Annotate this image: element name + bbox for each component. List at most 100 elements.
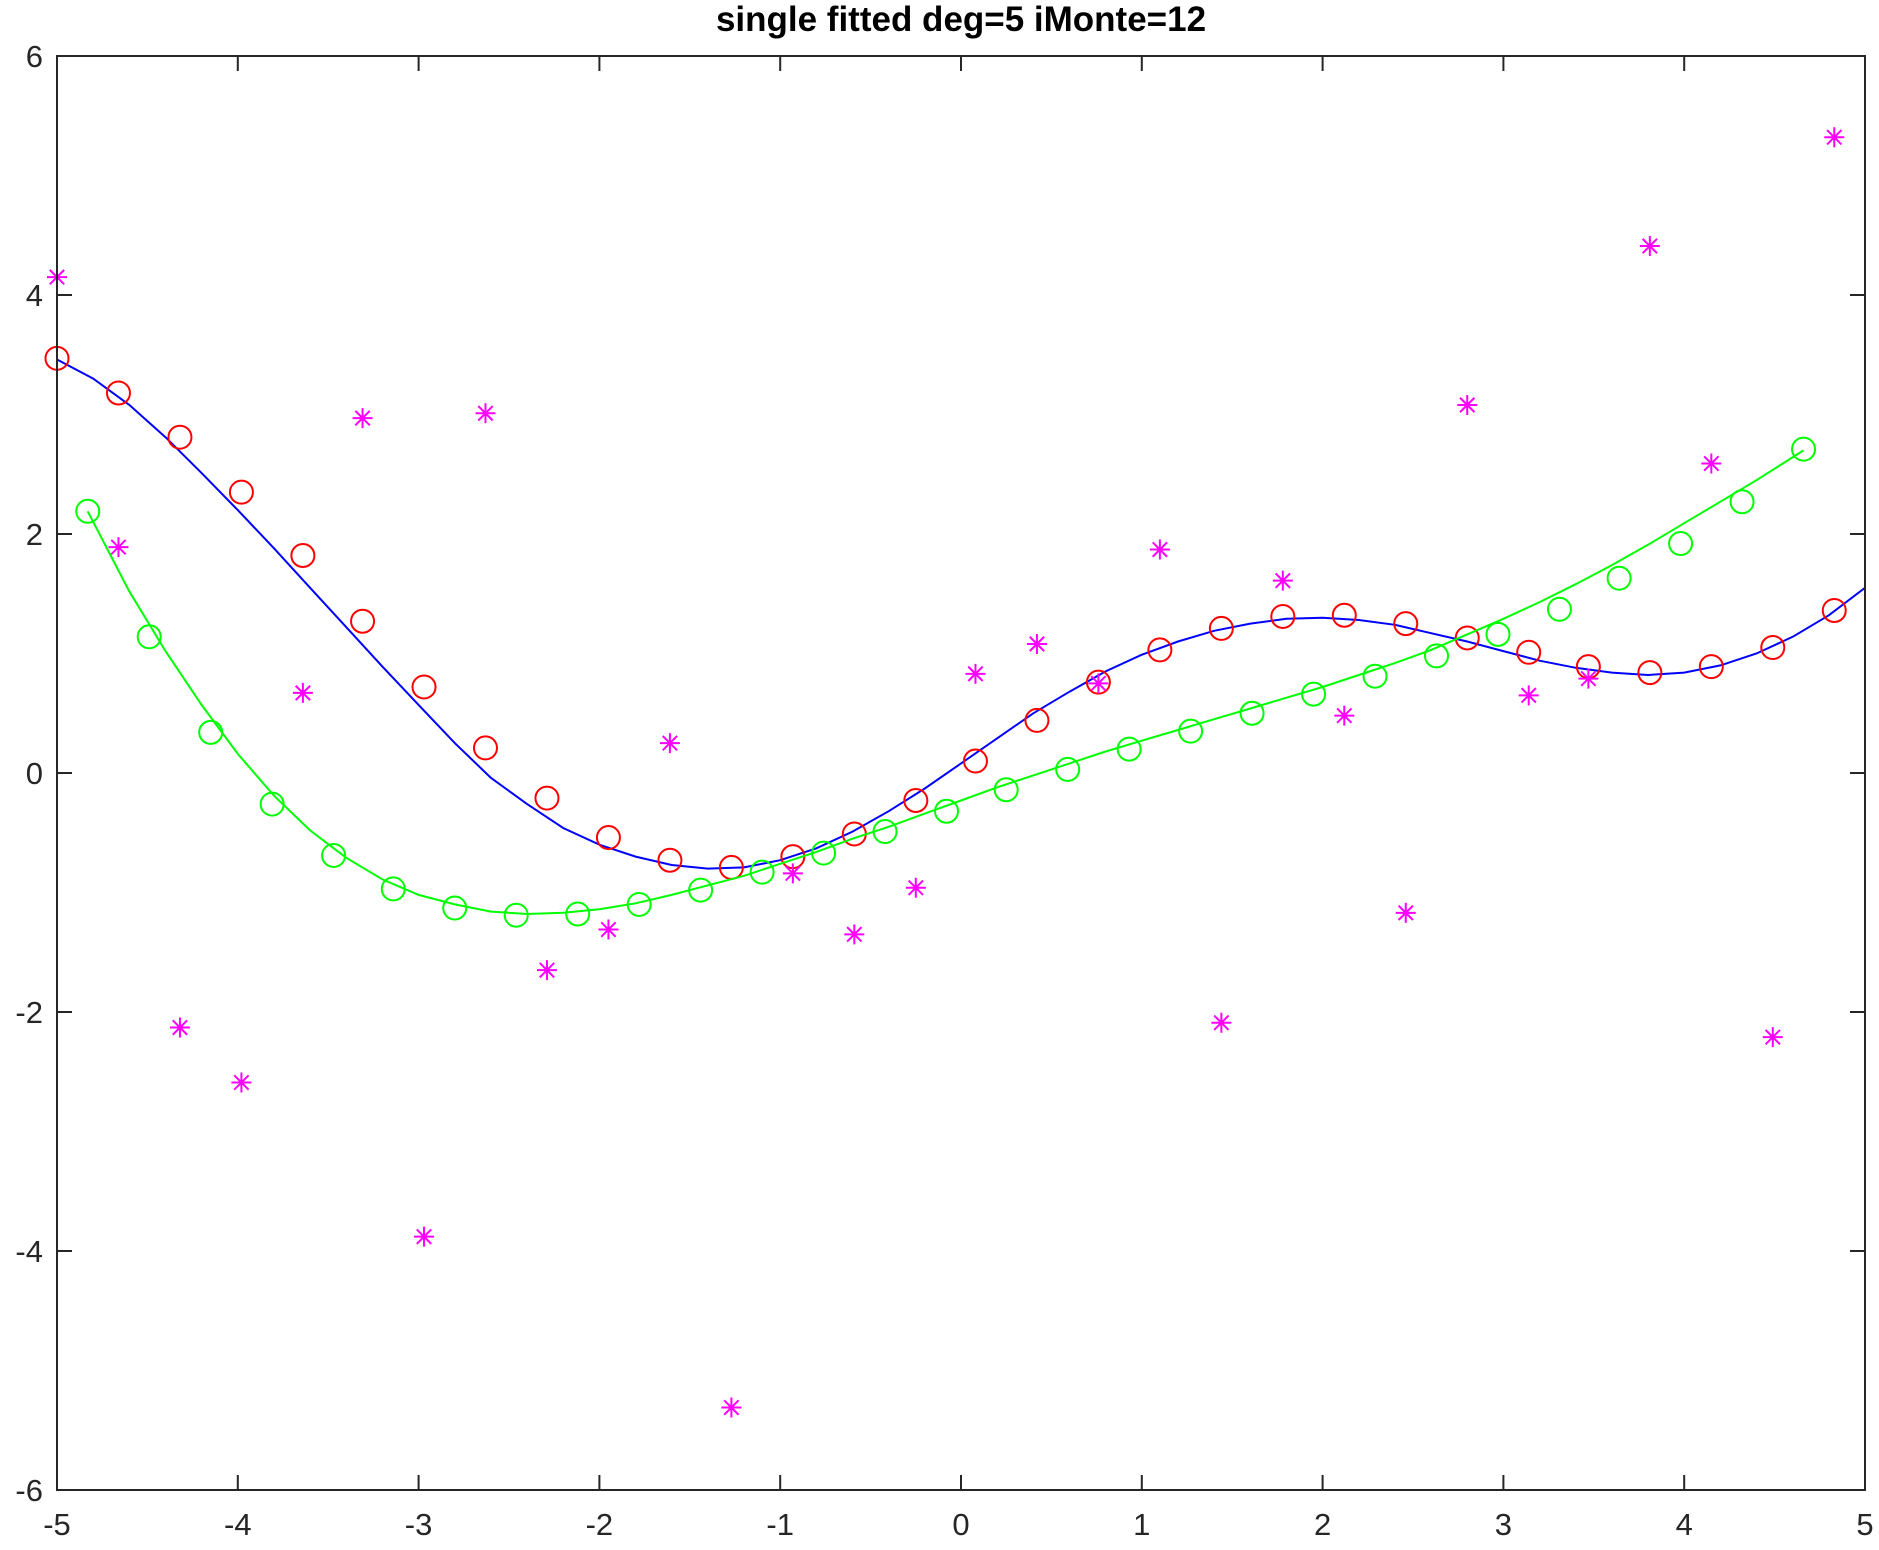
y-tick-label: 4 (26, 278, 43, 313)
chart-title: single fitted deg=5 iMonte=12 (716, 0, 1206, 39)
circle-marker (105, 380, 131, 406)
circle-marker (472, 735, 498, 761)
circle-marker (228, 479, 254, 505)
circle-marker (565, 901, 591, 927)
circle-marker (1331, 602, 1357, 628)
asterisk-marker (782, 863, 803, 884)
asterisk-marker (1762, 1027, 1783, 1048)
asterisk-marker (1088, 673, 1109, 694)
circle-marker (1454, 625, 1480, 651)
circle-marker (1301, 681, 1327, 707)
circle-marker (1178, 718, 1204, 744)
asterisk-marker (1272, 570, 1293, 591)
circle-marker (688, 877, 714, 903)
circle-marker (259, 791, 285, 817)
y-tick-label: 6 (26, 39, 43, 74)
series-3 (75, 436, 1817, 928)
circle-marker (503, 902, 529, 928)
series-2-line (86, 449, 1805, 916)
asterisk-marker (1578, 668, 1599, 689)
circle-marker (1393, 611, 1419, 637)
series-0-line (56, 358, 1866, 870)
asterisk-marker (108, 537, 129, 558)
y-tick-label: -4 (15, 1234, 43, 1269)
circle-marker (595, 825, 621, 851)
x-tick-label: 0 (952, 1507, 969, 1542)
circle-marker (749, 859, 775, 885)
circle-marker (903, 787, 929, 813)
x-tick-label: 2 (1314, 1507, 1331, 1542)
series-4 (47, 127, 1845, 1418)
x-tick-label: -3 (405, 1507, 433, 1542)
plot-area (44, 127, 1866, 1418)
x-tick-label: -2 (586, 1507, 614, 1542)
asterisk-marker (905, 877, 926, 898)
asterisk-marker (1518, 685, 1539, 706)
circle-marker (1147, 637, 1173, 663)
circle-marker (1821, 597, 1847, 623)
asterisk-marker (1639, 236, 1660, 257)
asterisk-marker (475, 403, 496, 424)
circle-marker (1116, 736, 1142, 762)
circle-marker (811, 840, 837, 866)
series-2 (86, 449, 1805, 916)
circle-marker (350, 608, 376, 634)
circle-marker (962, 748, 988, 774)
circle-marker (1085, 669, 1111, 695)
asterisk-marker (231, 1072, 252, 1093)
axes: -5 -4 -3 -2 -1 0 1 2 3 4 5 -6 -4 -2 0 2 4 6 (15, 39, 1873, 1542)
asterisk-marker (1824, 127, 1845, 148)
circle-marker (657, 847, 683, 873)
asterisk-marker (1149, 539, 1170, 560)
circle-marker (75, 498, 101, 524)
circle-marker (626, 891, 652, 917)
asterisk-marker (1701, 453, 1722, 474)
asterisk-marker (1026, 633, 1047, 654)
circle-marker (534, 785, 560, 811)
circle-marker (1485, 621, 1511, 647)
circle-marker (934, 798, 960, 824)
series-0 (56, 358, 1866, 870)
asterisk-marker (414, 1226, 435, 1247)
asterisk-marker (598, 919, 619, 940)
circle-marker (1791, 436, 1817, 462)
circle-marker (1760, 635, 1786, 661)
circle-marker (872, 819, 898, 845)
asterisk-marker (1395, 902, 1416, 923)
asterisk-marker (352, 408, 373, 429)
y-tick-label: 0 (26, 756, 43, 791)
circle-marker (321, 842, 347, 868)
circle-marker (167, 424, 193, 450)
circle-marker (198, 719, 224, 745)
asterisk-marker (169, 1017, 190, 1038)
circle-marker (1516, 639, 1542, 665)
circle-marker (1024, 707, 1050, 733)
x-tick-label: -1 (766, 1507, 794, 1542)
asterisk-marker (844, 924, 865, 945)
asterisk-marker (1334, 705, 1355, 726)
x-tick-label: -5 (43, 1507, 71, 1542)
circle-marker (1637, 660, 1663, 686)
series-1 (44, 345, 1847, 880)
circle-marker (1424, 643, 1450, 669)
x-tick-label: 1 (1133, 1507, 1150, 1542)
circle-marker (290, 543, 316, 569)
circle-marker (1208, 615, 1234, 641)
circle-marker (1270, 603, 1296, 629)
x-tick-label: 3 (1495, 1507, 1512, 1542)
circle-marker (442, 895, 468, 921)
circle-marker (380, 876, 406, 902)
circle-marker (1546, 596, 1572, 622)
circle-marker (993, 777, 1019, 803)
circle-marker (1362, 663, 1388, 689)
circle-marker (1606, 565, 1632, 591)
y-tick-label: -2 (15, 995, 43, 1030)
circle-marker (1698, 654, 1724, 680)
circle-marker (1055, 756, 1081, 782)
x-tick-label: 5 (1856, 1507, 1873, 1542)
y-tick-label: 2 (26, 517, 43, 552)
circle-marker (411, 674, 437, 700)
circle-marker (136, 624, 162, 650)
